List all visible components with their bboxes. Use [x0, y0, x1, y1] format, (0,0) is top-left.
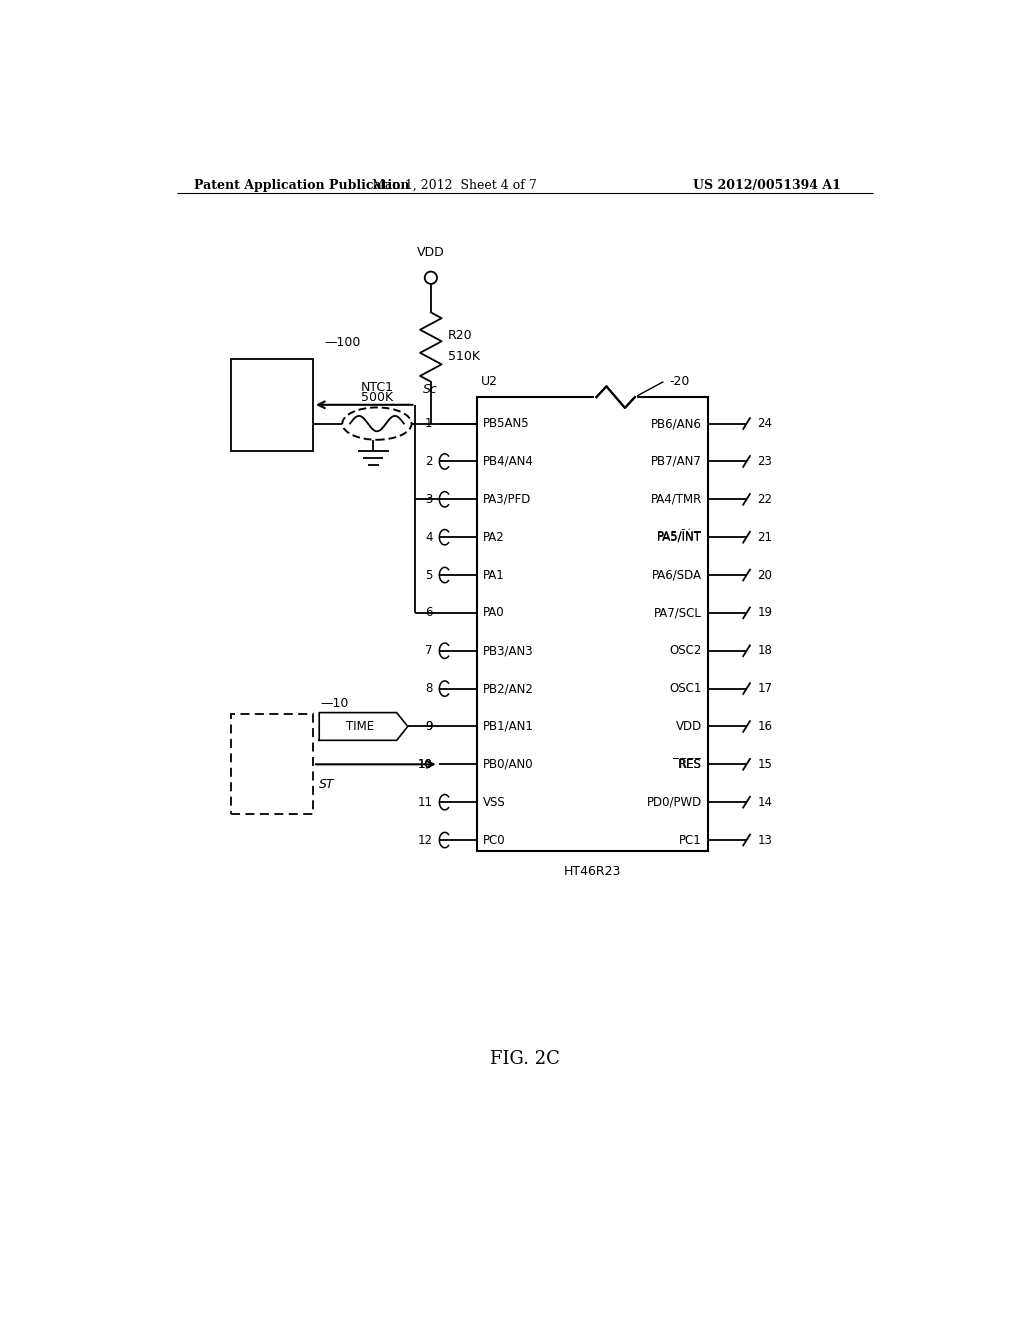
Ellipse shape: [342, 408, 412, 440]
Text: 17: 17: [758, 682, 772, 696]
Text: PB5AN5: PB5AN5: [483, 417, 529, 430]
Text: 12: 12: [418, 833, 432, 846]
Text: PD0/PWD: PD0/PWD: [646, 796, 701, 809]
Text: PC1: PC1: [679, 833, 701, 846]
Text: FIG. 2C: FIG. 2C: [489, 1051, 560, 1068]
Text: PA2: PA2: [483, 531, 505, 544]
Text: PA0: PA0: [483, 606, 505, 619]
Text: 13: 13: [758, 833, 772, 846]
Text: 21: 21: [758, 531, 772, 544]
Bar: [230, 714, 313, 814]
Text: PA1: PA1: [483, 569, 505, 582]
Text: OSC2: OSC2: [670, 644, 701, 657]
Text: 2: 2: [425, 455, 432, 469]
Text: 4: 4: [425, 531, 432, 544]
Text: PB2/AN2: PB2/AN2: [483, 682, 535, 696]
Text: VDD: VDD: [417, 246, 444, 259]
Text: U2: U2: [481, 375, 498, 388]
Text: PB4/AN4: PB4/AN4: [483, 455, 535, 469]
Text: ̅R̅E̅S̅: ̅R̅E̅S̅: [679, 758, 701, 771]
Text: PA3/PFD: PA3/PFD: [483, 492, 531, 506]
Text: Patent Application Publication: Patent Application Publication: [194, 178, 410, 191]
Text: VDD: VDD: [676, 719, 701, 733]
Text: 9: 9: [425, 719, 432, 733]
Text: 510K: 510K: [447, 350, 480, 363]
Text: PB6/AN6: PB6/AN6: [651, 417, 701, 430]
Text: 10: 10: [418, 758, 432, 771]
Text: —100: —100: [325, 337, 361, 350]
Text: Sc: Sc: [423, 383, 438, 396]
Text: US 2012/0051394 A1: US 2012/0051394 A1: [692, 178, 841, 191]
Text: 8: 8: [425, 682, 432, 696]
Bar: [477, 397, 708, 851]
Text: HT46R23: HT46R23: [564, 866, 622, 878]
Text: PB0/AN0: PB0/AN0: [483, 758, 534, 771]
Text: R20: R20: [447, 329, 472, 342]
Text: 14: 14: [758, 796, 772, 809]
Text: 23: 23: [758, 455, 772, 469]
Text: 19: 19: [758, 606, 772, 619]
Text: 10: 10: [418, 758, 432, 771]
Text: 6: 6: [425, 606, 432, 619]
Text: PA5/INT: PA5/INT: [657, 531, 701, 544]
Text: 1: 1: [425, 417, 432, 430]
Text: OSC1: OSC1: [670, 682, 701, 696]
Text: ST: ST: [319, 779, 335, 791]
Text: PA5/ĪŃT: PA5/ĪŃT: [657, 531, 701, 544]
Text: 3: 3: [425, 492, 432, 506]
Text: PA6/SDA: PA6/SDA: [652, 569, 701, 582]
Text: TIME: TIME: [345, 719, 374, 733]
Text: 22: 22: [758, 492, 772, 506]
Text: PC0: PC0: [483, 833, 506, 846]
Text: PA7/SCL: PA7/SCL: [654, 606, 701, 619]
Text: NTC1: NTC1: [360, 380, 393, 393]
Text: 7: 7: [425, 644, 432, 657]
Text: VSS: VSS: [483, 796, 506, 809]
Text: 5: 5: [425, 569, 432, 582]
Text: PB1/AN1: PB1/AN1: [483, 719, 535, 733]
Text: 16: 16: [758, 719, 772, 733]
Text: PA4/TMR: PA4/TMR: [650, 492, 701, 506]
Text: PB7/AN7: PB7/AN7: [651, 455, 701, 469]
Text: RES: RES: [679, 758, 701, 771]
Bar: [230, 359, 313, 451]
Text: 11: 11: [418, 796, 432, 809]
Text: 20: 20: [758, 569, 772, 582]
Text: —10: —10: [321, 697, 349, 710]
Text: -20: -20: [670, 375, 690, 388]
Text: Mar. 1, 2012  Sheet 4 of 7: Mar. 1, 2012 Sheet 4 of 7: [372, 178, 537, 191]
Text: PB3/AN3: PB3/AN3: [483, 644, 534, 657]
Text: 24: 24: [758, 417, 772, 430]
Text: 500K: 500K: [360, 391, 393, 404]
Text: 15: 15: [758, 758, 772, 771]
Text: 9: 9: [425, 719, 432, 733]
Text: 18: 18: [758, 644, 772, 657]
